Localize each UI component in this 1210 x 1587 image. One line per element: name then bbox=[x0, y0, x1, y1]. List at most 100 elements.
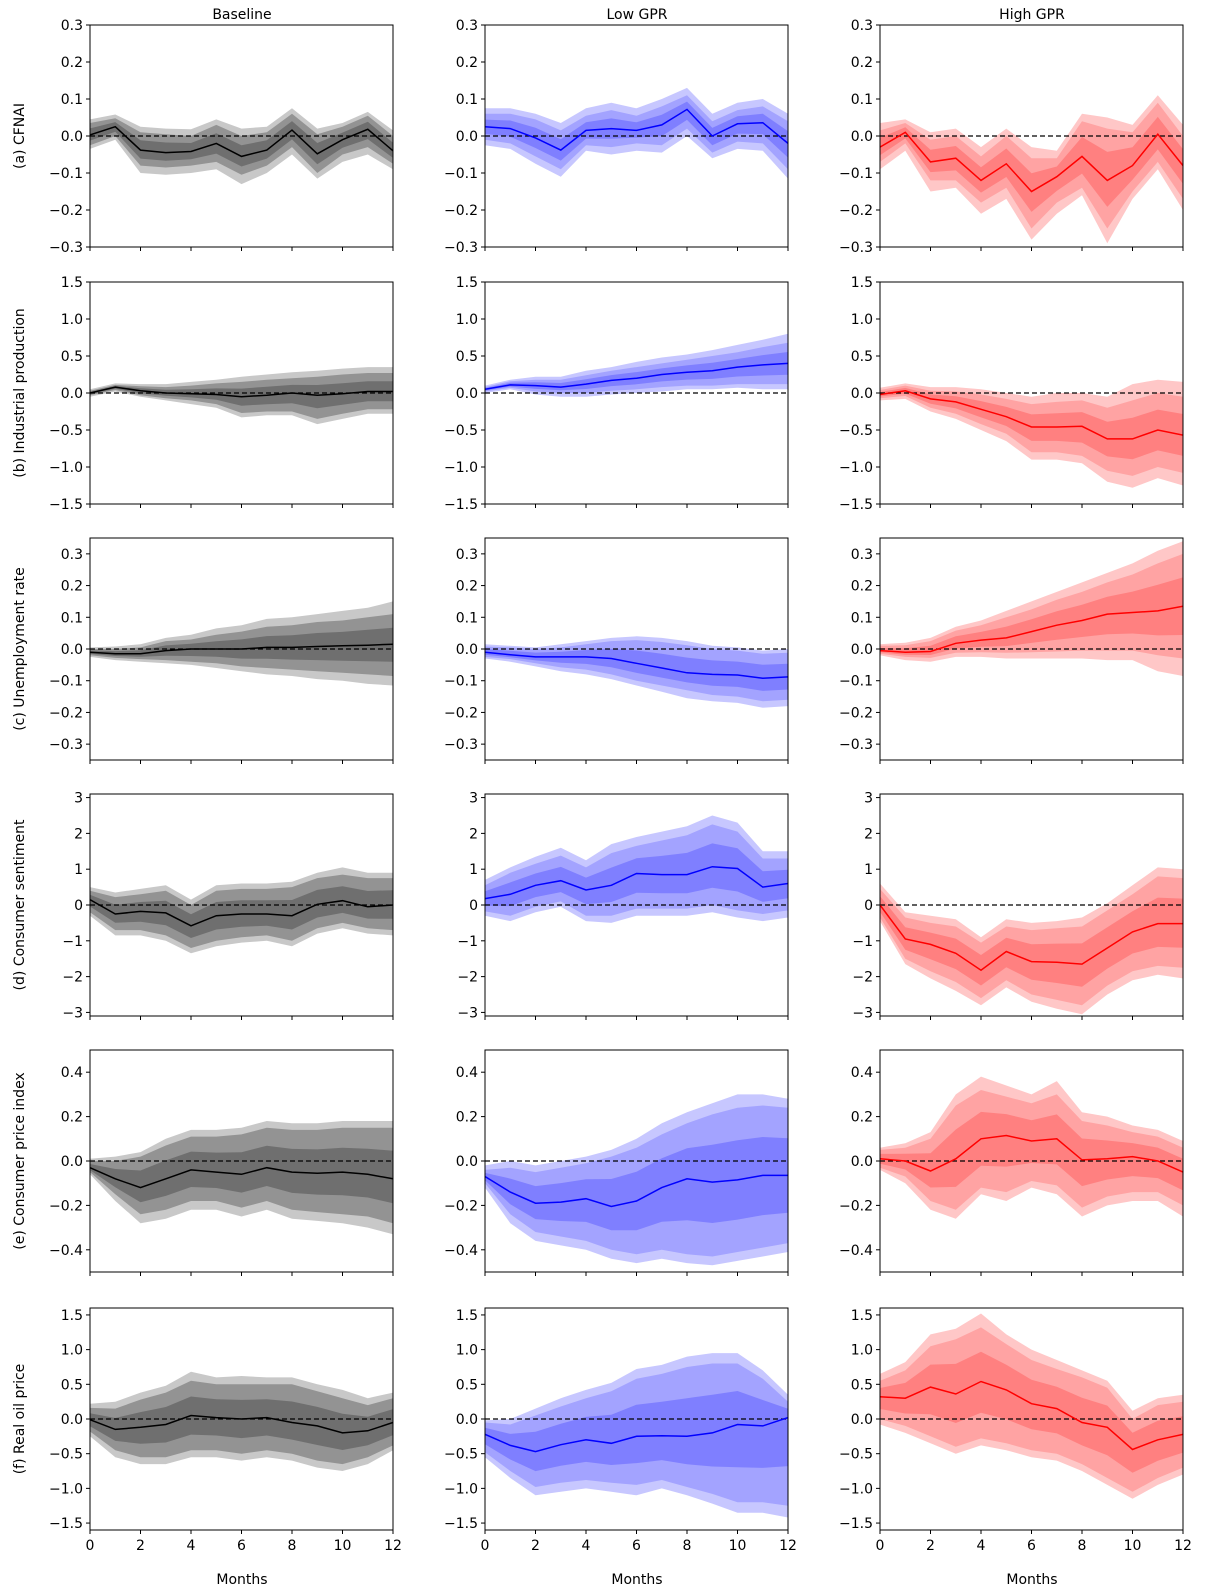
median-response-line bbox=[485, 865, 788, 900]
x-tick-label: 8 bbox=[1078, 1538, 1087, 1554]
y-tick: −0.1 bbox=[839, 166, 880, 182]
y-tick: 0.0 bbox=[851, 1154, 880, 1170]
y-tick: 2 bbox=[864, 826, 880, 842]
y-tick: −3 bbox=[62, 1005, 90, 1021]
y-tick-label: −0.5 bbox=[49, 423, 83, 439]
column-titles: Baseline Low GPR High GPR bbox=[212, 7, 1065, 23]
panel-b-low: −1.5 −1.0 −0.5 0.0 0.5 1.0 1.5 bbox=[444, 275, 789, 513]
y-tick-label: 1.5 bbox=[851, 1308, 873, 1324]
y-tick-label: 0.5 bbox=[456, 1377, 478, 1393]
row-label-unemployment-rate: (c) Unemployment rate bbox=[12, 567, 28, 731]
y-tick-label: 0.4 bbox=[456, 1065, 478, 1081]
x-tick-label: 10 bbox=[729, 1538, 747, 1554]
y-tick-label: 0 bbox=[469, 898, 478, 914]
x-tick-label: 12 bbox=[384, 1538, 402, 1554]
median-response-line bbox=[90, 1166, 393, 1189]
median-response-line bbox=[485, 362, 788, 391]
y-tick: 2 bbox=[74, 826, 90, 842]
x-tick-label: 0 bbox=[876, 1538, 885, 1554]
y-tick-label: −0.2 bbox=[839, 705, 873, 721]
y-tick: −0.3 bbox=[839, 240, 880, 256]
y-tick: −1.5 bbox=[444, 1516, 485, 1532]
y-tick-label: 0 bbox=[74, 898, 83, 914]
y-tick: −0.2 bbox=[839, 203, 880, 219]
y-tick-label: 0.0 bbox=[61, 386, 83, 402]
y-tick: 1.0 bbox=[456, 312, 485, 328]
y-tick-label: 0.0 bbox=[61, 642, 83, 658]
y-tick: 0.5 bbox=[456, 1377, 485, 1393]
y-tick-label: 0.2 bbox=[456, 55, 478, 71]
y-tick: 0.0 bbox=[456, 386, 485, 402]
x-tick-label: 4 bbox=[977, 1538, 986, 1554]
x-tick-label: 2 bbox=[926, 1538, 935, 1554]
median-response-line bbox=[880, 904, 1183, 972]
median-response-line bbox=[90, 125, 393, 158]
plot-area bbox=[880, 95, 1183, 244]
panel-e-baseline: −0.4 −0.2 0.0 0.2 0.4 bbox=[49, 1049, 394, 1276]
y-tick-label: 0.0 bbox=[851, 642, 873, 658]
y-tick: 0.5 bbox=[61, 1377, 90, 1393]
y-tick: −0.2 bbox=[444, 1198, 485, 1214]
y-tick-label: −0.2 bbox=[49, 1198, 83, 1214]
x-tick-label: 12 bbox=[1174, 1538, 1192, 1554]
y-tick: 0.5 bbox=[456, 349, 485, 365]
y-tick: 0.0 bbox=[61, 386, 90, 402]
y-tick: 1 bbox=[864, 862, 880, 878]
y-tick: 0.2 bbox=[61, 579, 90, 595]
y-tick-label: 1.0 bbox=[851, 312, 873, 328]
y-tick: −0.2 bbox=[444, 705, 485, 721]
panel-a-high: −0.3 −0.2 −0.1 0.0 0.1 0.2 0.3 bbox=[839, 18, 1184, 256]
plot-area bbox=[485, 815, 788, 923]
plot-area bbox=[880, 1313, 1183, 1499]
y-tick: 0.2 bbox=[456, 579, 485, 595]
y-tick: 0.2 bbox=[456, 1110, 485, 1126]
y-tick: 1.5 bbox=[61, 1308, 90, 1324]
y-tick: −0.5 bbox=[49, 423, 90, 439]
x-tick: 8 bbox=[683, 1530, 691, 1554]
column-title-high-gpr: High GPR bbox=[999, 7, 1065, 23]
x-axis-label-baseline: Months bbox=[216, 1572, 267, 1587]
row-label-consumer-price-index: (e) Consumer price index bbox=[12, 1072, 28, 1249]
y-tick: −0.2 bbox=[444, 203, 485, 219]
y-tick-label: 2 bbox=[864, 826, 873, 842]
panel-b-high: −1.5 −1.0 −0.5 0.0 0.5 1.0 1.5 bbox=[839, 275, 1184, 513]
x-tick: 10 bbox=[334, 1530, 351, 1554]
y-tick-label: −1.0 bbox=[444, 460, 478, 476]
y-tick: 1.0 bbox=[851, 1343, 880, 1359]
y-tick-label: −1.5 bbox=[49, 497, 83, 513]
y-tick: 1.0 bbox=[851, 312, 880, 328]
y-tick-label: 1 bbox=[469, 862, 478, 878]
y-tick: −1.5 bbox=[839, 1516, 880, 1532]
plot-area bbox=[90, 867, 393, 954]
y-tick-label: 0.0 bbox=[456, 386, 478, 402]
y-tick: −2 bbox=[852, 970, 880, 986]
y-tick-label: 0.3 bbox=[851, 18, 873, 34]
x-tick-label: 0 bbox=[86, 1538, 95, 1554]
confidence-band-core bbox=[880, 577, 1183, 655]
y-tick-label: −0.3 bbox=[839, 240, 873, 256]
y-tick-label: 0.5 bbox=[851, 1377, 873, 1393]
y-tick: −0.2 bbox=[839, 1198, 880, 1214]
y-tick: 0.4 bbox=[456, 1065, 485, 1081]
y-tick-label: 0.2 bbox=[456, 1110, 478, 1126]
y-tick-label: 1.0 bbox=[851, 1343, 873, 1359]
confidence-band-core bbox=[485, 1391, 788, 1472]
y-tick: −0.5 bbox=[444, 1447, 485, 1463]
median-response-line bbox=[880, 390, 1183, 440]
y-tick: 0.0 bbox=[61, 642, 90, 658]
y-tick-label: 0.2 bbox=[61, 1110, 83, 1126]
y-tick: 1.0 bbox=[61, 312, 90, 328]
median-response-line bbox=[880, 1134, 1183, 1173]
x-tick: 4 bbox=[977, 1530, 986, 1554]
plot-area bbox=[90, 1121, 393, 1235]
median-response-line bbox=[880, 131, 1183, 193]
y-tick-label: −1.0 bbox=[839, 460, 873, 476]
y-tick: −0.2 bbox=[49, 1198, 90, 1214]
y-tick: −0.1 bbox=[444, 674, 485, 690]
x-tick-label: 6 bbox=[237, 1538, 246, 1554]
panel-c-high: −0.3 −0.2 −0.1 0.0 0.1 0.2 0.3 bbox=[839, 537, 1184, 764]
y-tick-label: −0.3 bbox=[444, 240, 478, 256]
plot-area bbox=[90, 108, 393, 185]
y-tick-label: 1.5 bbox=[61, 275, 83, 291]
plot-area bbox=[880, 867, 1183, 1015]
